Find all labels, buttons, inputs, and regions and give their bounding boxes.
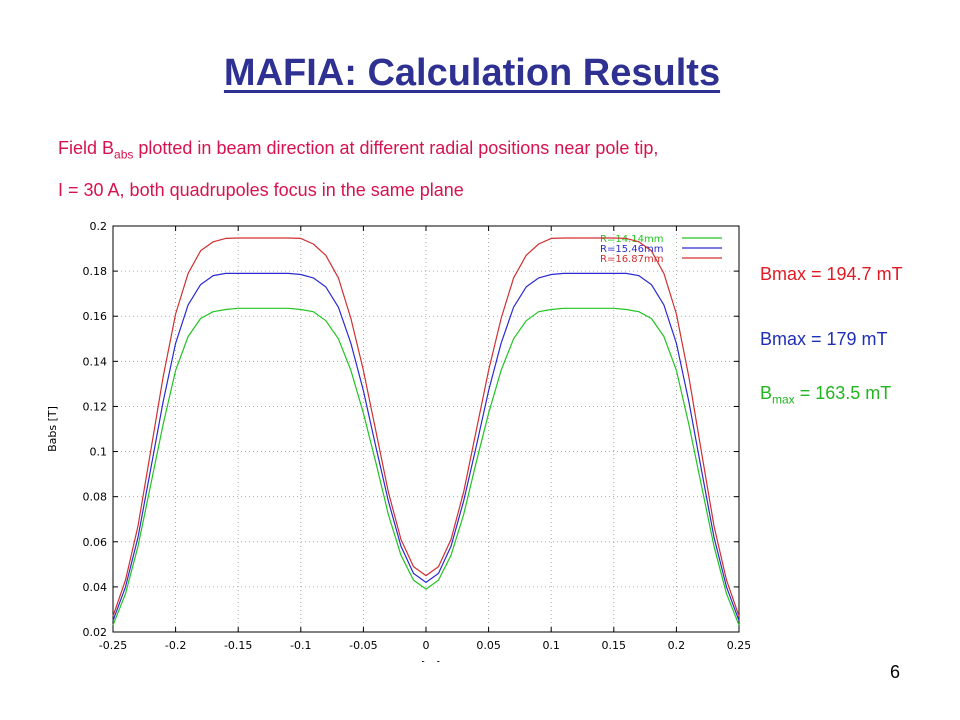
x-tick-label: 0.2 <box>668 639 686 652</box>
x-tick-label: -0.2 <box>165 639 186 652</box>
x-tick-label: 0.25 <box>727 639 750 652</box>
y-tick-label: 0.08 <box>83 491 108 504</box>
slide-title: MAFIA: Calculation Results <box>223 52 721 94</box>
x-tick-label: 0.15 <box>602 639 627 652</box>
y-tick-label: 0.02 <box>83 626 108 639</box>
bmax-annotation-red: Bmax = 194.7 mT <box>760 264 903 284</box>
x-tick-label: -0.1 <box>290 639 311 652</box>
field-plot: -0.25 -0.2 -0.15 -0.1 -0.05 0 0.05 0.1 0.15 0.2 0.… <box>46 220 750 662</box>
bmax-annotation-blue: Bmax = 179 mT <box>760 329 888 349</box>
x-tick-label: 0.05 <box>476 639 501 652</box>
y-tick-label: 0.12 <box>83 400 108 413</box>
subtitle-line-1: Field Babs plotted in beam direction at … <box>58 138 659 162</box>
x-tick-label: -0.15 <box>224 639 252 652</box>
series-line-R=15.46mm <box>112 272 740 621</box>
page-number: 6 <box>890 662 901 682</box>
y-axis-label: Babs [T] <box>46 406 59 452</box>
series-line-R=14.14mm <box>112 307 740 626</box>
legend-label: R=15.46mm <box>600 244 663 255</box>
y-tick-label: 0.04 <box>83 581 108 594</box>
legend-label: R=16.87mm <box>600 254 663 265</box>
y-tick-label: 0.14 <box>83 355 108 368</box>
y-tick-label: 0.06 <box>83 536 108 549</box>
y-tick-label: 0.2 <box>90 220 108 233</box>
x-tick-label: 0.1 <box>542 639 560 652</box>
x-tick-label: 0 <box>423 639 430 652</box>
bmax-annotation-green: Bmax = 163.5 mT <box>760 383 892 407</box>
y-tick-label: 0.1 <box>90 446 108 459</box>
series-line-R=16.87mm <box>112 237 740 617</box>
x-axis-label: z [m] <box>412 659 441 662</box>
y-tick-label: 0.18 <box>83 265 108 278</box>
x-tick-label: -0.25 <box>99 639 127 652</box>
y-tick-label: 0.16 <box>83 310 108 323</box>
x-tick-label: -0.05 <box>349 639 377 652</box>
subtitle-line-2: I = 30 A, both quadrupoles focus in the … <box>58 180 464 200</box>
